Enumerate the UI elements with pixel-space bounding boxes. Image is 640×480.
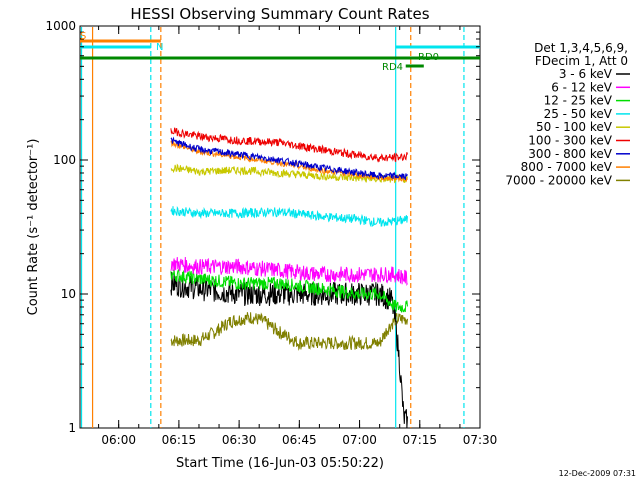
chart-title: HESSI Observing Summary Count Rates (130, 5, 429, 23)
legend-entry-label: 3 - 6 keV (559, 67, 613, 81)
vertical-markers (80, 27, 465, 428)
flag-bars (80, 39, 480, 68)
series-line (170, 268, 408, 313)
flag-annotation: RD4 (382, 62, 403, 73)
series-line (170, 163, 408, 184)
x-tick-label: 06:30 (222, 433, 257, 447)
legend-entry-label: 800 - 7000 keV (521, 160, 613, 174)
flag-annotations: S N RD0 RD4 (80, 31, 439, 73)
y-axis-label: Count Rate (s⁻¹ detector⁻¹) (26, 139, 41, 316)
legend: Det 1,3,4,5,6,9,FDecim 1, Att 03 - 6 keV… (505, 41, 630, 187)
y-tick-label: 1000 (45, 19, 76, 33)
legend-entry-label: 7000 - 20000 keV (505, 173, 612, 187)
plot-frame (79, 25, 481, 429)
flag-annotation: N (156, 42, 163, 53)
legend-header: FDecim 1, Att 0 (535, 54, 628, 68)
legend-entry-label: 100 - 300 keV (528, 134, 612, 148)
series-line (170, 136, 408, 180)
x-tick-label: 07:15 (402, 433, 437, 447)
legend-entry-label: 50 - 100 keV (536, 120, 613, 134)
x-axis-label: Start Time (16-Jun-03 05:50:22) (176, 456, 384, 471)
legend-entry-label: 6 - 12 keV (551, 80, 613, 94)
x-tick-label: 06:45 (282, 433, 317, 447)
legend-entry-label: 25 - 50 keV (544, 107, 613, 121)
flag-annotation: S (80, 31, 86, 42)
axes: 06:00 06:15 06:30 06:45 07:00 07:15 07:30 1 10 10… (45, 19, 497, 447)
series-line (170, 256, 408, 286)
series-line (170, 206, 408, 228)
series-line (170, 312, 408, 351)
x-tick-label: 06:00 (101, 433, 136, 447)
y-tick-label: 1 (68, 421, 76, 435)
footer-date: 12-Dec-2009 07:31 (559, 469, 636, 478)
legend-entry-label: 12 - 25 keV (544, 94, 613, 108)
x-tick-label: 06:15 (162, 433, 197, 447)
legend-entry-label: 300 - 800 keV (528, 147, 612, 161)
x-tick-label: 07:30 (463, 433, 498, 447)
legend-header: Det 1,3,4,5,6,9, (534, 41, 628, 55)
flag-annotation: RD0 (418, 52, 439, 63)
y-tick-label: 100 (53, 153, 76, 167)
series-lines (170, 127, 408, 429)
series-line (170, 271, 408, 429)
y-tick-label: 10 (61, 287, 76, 301)
x-tick-label: 07:00 (342, 433, 377, 447)
series-line (170, 127, 408, 163)
